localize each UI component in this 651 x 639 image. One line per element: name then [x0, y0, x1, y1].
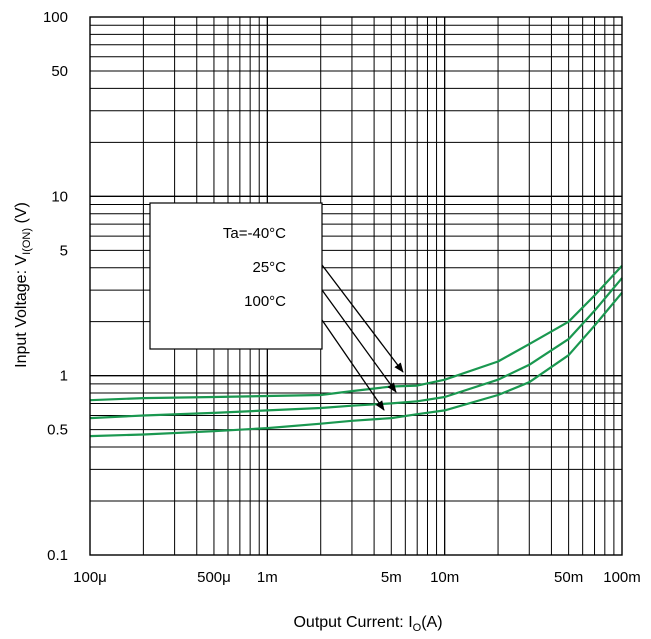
- series-line-0: [89, 265, 623, 402]
- legend-entry-1: 25°C: [252, 259, 286, 276]
- y-axis-title: Input Voltage: VI(ON) (V): [13, 202, 33, 368]
- arrow-to-25: [321, 289, 397, 393]
- grid: [90, 17, 622, 555]
- legend-box: [149, 202, 323, 350]
- legend: Ta=-40°C 25°C 100°C: [149, 202, 323, 350]
- series-line-1: [89, 277, 623, 420]
- y-tick-label: 0.1: [47, 547, 68, 564]
- y-tick-label: 0.5: [47, 422, 68, 439]
- x-tick-label: 100m: [603, 569, 641, 586]
- legend-entry-2: 100°C: [244, 293, 286, 310]
- arrow-to-minus40: [321, 264, 404, 373]
- x-tick-label: 500μ: [197, 569, 231, 586]
- y-tick-label: 50: [51, 63, 68, 80]
- y-tick-label: 100: [43, 9, 68, 26]
- y-tick-labels: 0.1 0.5 1 5 10 50 100: [43, 9, 68, 564]
- series-line-2: [89, 291, 623, 438]
- x-tick-label: 1m: [257, 569, 278, 586]
- x-tick-label: 50m: [554, 569, 583, 586]
- x-axis-title: Output Current: IO(A): [293, 614, 442, 634]
- curves: [89, 265, 623, 438]
- arrow-to-100: [321, 319, 385, 411]
- legend-entry-0: Ta=-40°C: [223, 225, 286, 242]
- x-tick-label: 100μ: [73, 569, 107, 586]
- y-tick-label: 5: [60, 242, 68, 259]
- x-tick-label: 10m: [430, 569, 459, 586]
- plot-frame: [89, 16, 623, 556]
- legend-pointer-arrows: [321, 264, 404, 411]
- x-tick-label: 5m: [381, 569, 402, 586]
- y-tick-label: 10: [51, 188, 68, 205]
- y-tick-label: 1: [60, 368, 68, 385]
- x-tick-labels: 100μ 500μ 1m 5m 10m 50m 100m: [73, 569, 641, 586]
